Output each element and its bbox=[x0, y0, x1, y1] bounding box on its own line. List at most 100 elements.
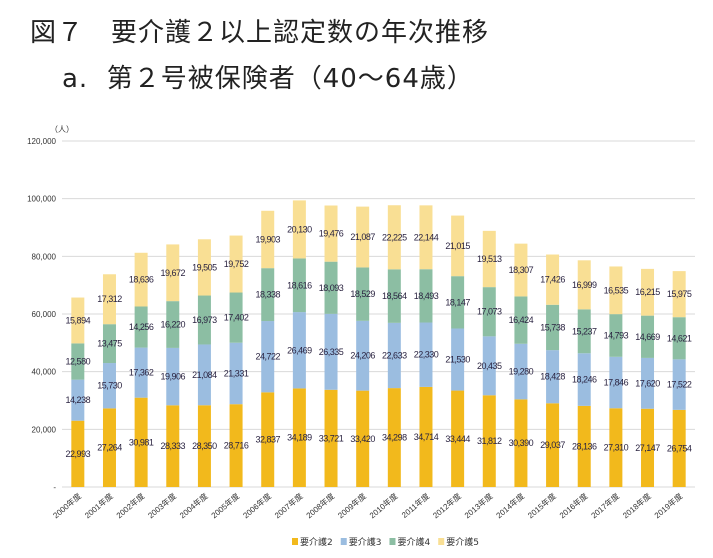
bar-segment bbox=[102, 274, 116, 325]
data-label: 15,975 bbox=[667, 289, 692, 299]
data-label: 19,476 bbox=[319, 229, 344, 239]
legend-swatch bbox=[292, 538, 298, 545]
data-label: 21,084 bbox=[192, 370, 217, 380]
x-tick-label: 2010年度 bbox=[367, 491, 399, 520]
data-label: 20,130 bbox=[287, 224, 312, 234]
x-tick-label: 2005年度 bbox=[209, 491, 241, 520]
legend-swatch bbox=[389, 538, 396, 545]
data-label: 15,730 bbox=[97, 381, 122, 391]
data-label: 19,906 bbox=[161, 372, 186, 382]
y-tick-label: 20,000 bbox=[32, 425, 57, 434]
x-tick-label: 2000年度 bbox=[51, 491, 83, 520]
x-tick-label: 2012年度 bbox=[431, 491, 463, 520]
bar-segment bbox=[546, 254, 560, 305]
bar-segment bbox=[229, 292, 243, 343]
data-label: 34,298 bbox=[382, 433, 407, 443]
data-label: 18,616 bbox=[287, 280, 312, 290]
y-tick-label: 80,000 bbox=[32, 252, 57, 261]
data-label: 30,390 bbox=[509, 438, 534, 448]
bar-segment bbox=[419, 386, 433, 487]
bar-segment bbox=[356, 320, 370, 391]
bar-segment bbox=[261, 268, 275, 322]
bar-segment bbox=[197, 239, 211, 296]
y-tick-label: 120,000 bbox=[27, 137, 56, 146]
bar-segment bbox=[482, 336, 496, 396]
data-label: 15,237 bbox=[572, 326, 597, 336]
bar-segment bbox=[229, 342, 243, 405]
bar-segment bbox=[451, 276, 465, 329]
data-label: 33,721 bbox=[319, 433, 344, 443]
data-label: 27,264 bbox=[97, 443, 122, 453]
bar-segment bbox=[609, 408, 623, 487]
bar-segment bbox=[166, 347, 180, 406]
data-label: 20,435 bbox=[477, 361, 502, 371]
bar-segment bbox=[641, 357, 655, 409]
bar-segment bbox=[134, 252, 148, 307]
bar-segment bbox=[419, 269, 433, 323]
data-label: 15,738 bbox=[540, 322, 565, 332]
bar-segment bbox=[387, 205, 401, 270]
data-label: 18,307 bbox=[509, 265, 534, 275]
data-label: 28,333 bbox=[161, 441, 186, 451]
bar-segment bbox=[197, 295, 211, 345]
legend-swatch bbox=[340, 538, 347, 545]
bar-segment bbox=[609, 356, 623, 409]
data-label: 27,310 bbox=[604, 443, 629, 453]
x-tick-label: 2009年度 bbox=[336, 491, 368, 520]
data-label: 16,424 bbox=[509, 315, 534, 325]
data-label: 19,672 bbox=[161, 268, 186, 278]
bar-segment bbox=[387, 322, 401, 389]
y-axis-unit: （人） bbox=[50, 125, 74, 134]
x-tick-label: 2018年度 bbox=[620, 491, 652, 520]
x-tick-label: 2008年度 bbox=[304, 491, 336, 520]
data-label: 14,793 bbox=[604, 330, 629, 340]
bar-segment bbox=[292, 258, 306, 313]
x-tick-label: 2016年度 bbox=[557, 491, 589, 520]
data-label: 26,335 bbox=[319, 347, 344, 357]
data-label: 18,636 bbox=[129, 275, 154, 285]
y-tick-label: 40,000 bbox=[32, 368, 57, 377]
x-tick-label: 2007年度 bbox=[272, 491, 304, 520]
chart-subtitle: a. 第２号被保険者（40〜64歳） bbox=[62, 64, 474, 94]
x-tick-label: 2015年度 bbox=[526, 491, 558, 520]
data-label: 21,015 bbox=[445, 241, 470, 251]
data-label: 16,220 bbox=[161, 320, 186, 330]
x-tick-label: 2019年度 bbox=[652, 491, 684, 520]
data-label: 16,535 bbox=[604, 285, 629, 295]
data-label: 22,993 bbox=[66, 449, 91, 459]
bar-segment bbox=[324, 313, 338, 390]
x-tick-label: 2011年度 bbox=[399, 491, 431, 520]
data-label: 14,621 bbox=[667, 333, 692, 343]
legend-label: 要介護4 bbox=[397, 536, 430, 548]
bar-segment bbox=[419, 322, 433, 387]
bar-segment bbox=[451, 215, 465, 277]
bar-segment bbox=[609, 266, 623, 315]
bar-segment bbox=[197, 344, 211, 406]
data-label: 30,981 bbox=[129, 437, 154, 447]
x-tick-label: 2013年度 bbox=[462, 491, 494, 520]
data-label: 14,256 bbox=[129, 322, 154, 332]
bar-segment bbox=[134, 397, 148, 487]
bar-segment bbox=[546, 304, 560, 351]
y-tick-label: - bbox=[53, 483, 56, 492]
data-label: 34,714 bbox=[414, 432, 439, 442]
data-label: 13,475 bbox=[97, 339, 122, 349]
bar-segment bbox=[134, 347, 148, 398]
data-label: 21,331 bbox=[224, 368, 249, 378]
bar-segment bbox=[261, 210, 275, 269]
bar-segment bbox=[451, 390, 465, 487]
data-label: 24,206 bbox=[350, 351, 375, 361]
bar-segment bbox=[356, 390, 370, 487]
bar-segment bbox=[261, 321, 275, 393]
x-tick-label: 2002年度 bbox=[114, 491, 146, 520]
bar-segment bbox=[71, 379, 85, 421]
bar-segment bbox=[641, 315, 655, 358]
bar-segment bbox=[324, 389, 338, 487]
data-label: 31,812 bbox=[477, 436, 502, 446]
bar-segment bbox=[356, 206, 370, 268]
bar-segment bbox=[71, 297, 85, 344]
bar-segment bbox=[672, 409, 686, 487]
legend-swatch bbox=[438, 538, 445, 545]
data-label: 18,246 bbox=[572, 375, 597, 385]
